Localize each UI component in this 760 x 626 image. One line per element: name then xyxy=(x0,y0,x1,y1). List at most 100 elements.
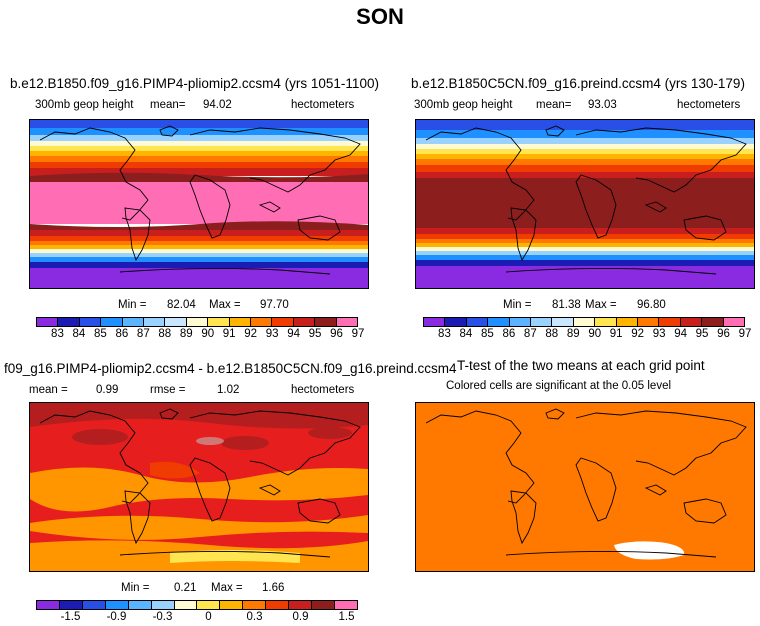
colorbar-swatch xyxy=(251,318,273,326)
colorbar-swatch xyxy=(552,318,574,326)
rmse-value-bottom-left: 1.02 xyxy=(217,384,240,396)
colorbar-swatch xyxy=(334,601,357,609)
page-title: SON xyxy=(356,4,404,29)
panel-subtitle-bottom-right: Colored cells are significant at the 0.0… xyxy=(446,380,672,392)
min-value-top-right: 81.38 xyxy=(552,299,581,311)
mean-value-top-right: 93.03 xyxy=(588,99,617,111)
map-bottom-left xyxy=(29,402,369,572)
colorbar-swatch xyxy=(174,601,198,609)
colorbar-label: 87 xyxy=(523,328,537,340)
colorbar-swatch xyxy=(122,318,145,326)
colorbar-swatch xyxy=(531,318,553,326)
colorbar-swatch xyxy=(723,318,745,326)
colorbar-label: 96 xyxy=(330,328,343,340)
colorbar-swatch xyxy=(702,318,724,326)
min-label-top-right: Min = xyxy=(503,299,532,311)
rmse-label-bottom-left: rmse = xyxy=(150,384,186,396)
colorbar-swatch xyxy=(315,318,337,326)
colorbar-label: 92 xyxy=(631,328,645,340)
panel-title-top-left: b.e12.B1850.f09_g16.PIMP4-pliomip2.ccsm4… xyxy=(10,76,379,91)
colorbar-swatch xyxy=(488,318,510,326)
min-label-bottom-left: Min = xyxy=(121,582,150,594)
colorbar-swatch xyxy=(79,318,102,326)
units-label-top-right: hectometers xyxy=(677,99,741,111)
map-top-right xyxy=(415,119,755,289)
colorbar-label: 88 xyxy=(545,328,559,340)
colorbar-label: 86 xyxy=(115,328,129,340)
colorbar-bottom-left xyxy=(36,600,358,610)
colorbar-label: 85 xyxy=(480,328,494,340)
colorbar-label: 0 xyxy=(205,611,212,623)
colorbar-swatch xyxy=(466,318,489,326)
ttest-fill xyxy=(416,403,754,571)
colorbar-swatch xyxy=(638,318,660,326)
colorbar-swatch xyxy=(243,601,267,609)
colorbar-swatch xyxy=(509,318,532,326)
colorbar-swatch xyxy=(208,318,230,326)
mean-label-bottom-left: mean = xyxy=(29,384,68,396)
colorbar-swatch xyxy=(59,601,83,609)
colorbar-swatch xyxy=(680,318,703,326)
colorbar-label: 94 xyxy=(674,328,687,340)
colorbar-label: 90 xyxy=(588,328,602,340)
colorbar-label: 95 xyxy=(308,328,322,340)
colorbar-swatch xyxy=(289,601,313,609)
max-value-top-left: 97.70 xyxy=(260,299,289,311)
colorbar-swatch xyxy=(105,601,129,609)
colorbar-label: 91 xyxy=(222,328,236,340)
mean-label-top-left: mean= xyxy=(150,99,186,111)
colorbar-label: 86 xyxy=(502,328,516,340)
colorbar-label: 92 xyxy=(244,328,258,340)
colorbar-swatch xyxy=(197,601,221,609)
colorbar-label: 0.3 xyxy=(246,611,263,623)
mean-label-top-right: mean= xyxy=(536,99,572,111)
colorbar-label: 84 xyxy=(459,328,473,340)
colorbar-swatch xyxy=(336,318,358,326)
variable-label-top-right: 300mb geop height xyxy=(414,99,513,111)
colorbar-label: 91 xyxy=(609,328,623,340)
colorbar-label: 0.9 xyxy=(292,611,309,623)
mean-value-bottom-left: 0.99 xyxy=(96,384,119,396)
colorbar-label: -0.9 xyxy=(106,611,127,623)
colorbar-label: -1.5 xyxy=(60,611,81,623)
colorbar-label: 97 xyxy=(351,328,365,340)
colorbar-swatch xyxy=(58,318,80,326)
colorbar-swatch xyxy=(101,318,123,326)
panel-title-bottom-right: T-test of the two means at each grid poi… xyxy=(457,358,705,373)
units-label-top-left: hectometers xyxy=(291,99,355,111)
colorbar-swatch xyxy=(82,601,106,609)
colorbar-label: -0.3 xyxy=(152,611,173,623)
colorbar-label: 96 xyxy=(717,328,730,340)
colorbar-label: 1.5 xyxy=(338,611,355,623)
max-label-bottom-left: Max = xyxy=(211,582,243,594)
colorbar-swatch xyxy=(165,318,187,326)
colorbar-swatch xyxy=(293,318,316,326)
colorbar-swatch xyxy=(659,318,681,326)
colorbar-label: 89 xyxy=(179,328,193,340)
colorbar-label: 93 xyxy=(265,328,279,340)
colorbar-label: 84 xyxy=(72,328,86,340)
colorbar-swatch xyxy=(266,601,290,609)
colorbar-swatch xyxy=(573,318,596,326)
colorbar-swatch xyxy=(151,601,175,609)
colorbar-swatch xyxy=(144,318,166,326)
colorbar-label: 88 xyxy=(158,328,172,340)
panel-title-top-right: b.e12.B1850C5CN.f09_g16.preind.ccsm4 (yr… xyxy=(411,76,745,91)
max-label-top-left: Max = xyxy=(209,299,241,311)
map-bottom-right xyxy=(415,402,755,572)
colorbar-swatch xyxy=(220,601,244,609)
map-top-left xyxy=(29,119,369,289)
colorbar-swatch xyxy=(445,318,467,326)
colorbar-top-right xyxy=(423,317,745,327)
colorbar-label: 83 xyxy=(51,328,64,340)
colorbar-swatch xyxy=(37,601,60,609)
panel-title-bottom-left: f09_g16.PIMP4-pliomip2.ccsm4 - b.e12.B18… xyxy=(4,361,457,376)
colorbar-swatch xyxy=(37,318,59,326)
variable-label-top-left: 300mb geop height xyxy=(35,99,134,111)
colorbar-label: 97 xyxy=(738,328,752,340)
max-value-top-right: 96.80 xyxy=(637,299,666,311)
colorbar-swatch xyxy=(312,601,335,609)
min-label-top-left: Min = xyxy=(118,299,147,311)
max-value-bottom-left: 1.66 xyxy=(262,582,285,594)
colorbar-swatch xyxy=(424,318,446,326)
